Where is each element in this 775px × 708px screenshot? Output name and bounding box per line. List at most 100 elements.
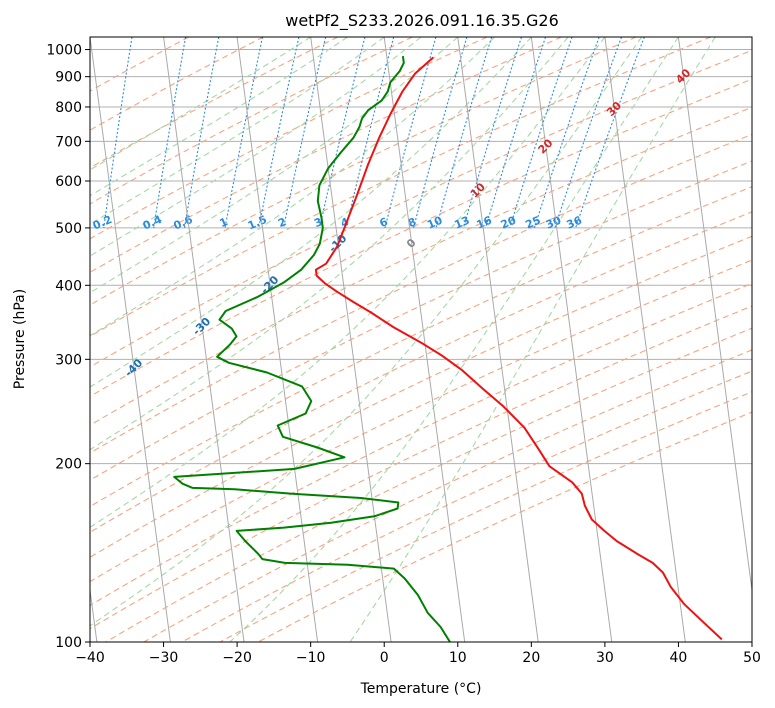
dry-adiabat — [105, 327, 752, 642]
y-tick-label: 1000 — [46, 43, 82, 59]
x-tick-label: −10 — [296, 650, 326, 666]
dry-adiabat — [90, 235, 752, 558]
y-tick-label: 100 — [55, 635, 82, 651]
dry-adiabat — [90, 37, 264, 131]
y-tick-label: 500 — [55, 221, 82, 237]
dry-adiabat — [90, 305, 752, 630]
isotherm-label: -60 — [0, 439, 10, 462]
isotherm-line — [90, 586, 98, 642]
plot-area: 0.10.20.40.611.52346810131620253036-100-… — [0, 37, 752, 642]
moist-adiabat — [229, 37, 679, 642]
chart-title: wetPf2_S233.2026.091.16.35.G26 — [285, 11, 559, 31]
y-tick-label: 800 — [55, 100, 82, 116]
dry-adiabat — [90, 133, 752, 454]
dry-adiabat — [90, 37, 637, 306]
y-tick-label: 200 — [55, 457, 82, 473]
axes: −40 −30 −20 −10 0 10 20 30 40 5010009008007006005… — [46, 36, 761, 666]
mixing-ratio-line — [435, 37, 493, 229]
x-tick-label: −20 — [222, 650, 252, 666]
mixing-ratio-line — [384, 37, 437, 229]
mixing-ratio-line — [224, 37, 264, 229]
y-tick-label: 700 — [55, 134, 82, 150]
x-tick-label: 50 — [743, 650, 761, 666]
x-tick-label: 40 — [670, 650, 688, 666]
y-axis-label: Pressure (hPa) — [12, 289, 28, 389]
y-tick-label: 600 — [55, 174, 82, 190]
mixing-ratio-label: 13 — [452, 214, 471, 232]
x-tick-label: 10 — [449, 650, 467, 666]
dry-adiabat — [90, 37, 488, 240]
dry-adiabat — [257, 411, 752, 642]
mixing-ratio-line — [183, 37, 220, 228]
dry-adiabat — [90, 37, 712, 338]
moist-adiabat — [90, 37, 495, 337]
moist-adiabat — [90, 37, 569, 451]
mixing-ratio-line — [153, 37, 187, 228]
isotherm-line — [751, 37, 752, 41]
mixing-ratio-line — [533, 37, 600, 229]
x-tick-label: 30 — [596, 650, 614, 666]
mixing-ratio-line — [412, 37, 468, 229]
temperature-profile-line — [314, 56, 723, 641]
isotherm-line — [604, 37, 686, 642]
isotherm-line — [457, 37, 539, 642]
dry-adiabat — [90, 160, 752, 481]
isotherm-line — [530, 37, 613, 642]
mixing-ratio-line — [258, 37, 300, 229]
dry-adiabat — [90, 186, 752, 508]
isotherm-line — [310, 37, 392, 642]
dry-adiabat — [90, 259, 752, 583]
isotherm-label: -50 — [54, 398, 77, 421]
dry-adiabat — [90, 37, 562, 273]
isotherm-label: 20 — [536, 136, 556, 156]
dewpoint-profile-line — [173, 55, 451, 642]
dry-adiabat — [90, 211, 752, 533]
mixing-ratio-line — [345, 37, 395, 229]
dry-adiabat — [90, 78, 752, 398]
isotherm-label: 30 — [604, 99, 624, 119]
dry-adiabat — [181, 370, 752, 642]
mixing-ratio-label: 25 — [523, 214, 542, 232]
isotherm-line — [383, 37, 466, 642]
moist-adiabat — [349, 37, 716, 642]
y-tick-label: 300 — [55, 352, 82, 368]
isotherm-line — [677, 37, 752, 594]
mixing-ratio-label: 20 — [499, 214, 518, 232]
mixing-ratio-label: 1.5 — [246, 213, 269, 233]
isotherm-label: 0 — [404, 236, 419, 251]
moist-adiabat — [90, 37, 311, 171]
mixing-ratio-line — [554, 37, 623, 229]
x-tick-label: 0 — [380, 650, 389, 666]
mixing-ratio-label: 0.4 — [141, 213, 164, 233]
mixing-ratio-line — [575, 37, 645, 229]
moist-adiabat — [90, 37, 459, 294]
mixing-ratio-line — [57, 37, 82, 228]
mixing-ratio-line — [484, 37, 547, 229]
mixing-ratio-line — [103, 37, 133, 228]
dry-adiabat — [90, 37, 339, 169]
x-axis-label: Temperature (°C) — [360, 681, 482, 697]
isotherm-label: -30 — [190, 315, 213, 338]
dry-adiabat — [90, 282, 752, 607]
y-tick-label: 900 — [55, 70, 82, 86]
isotherm-label: 10 — [468, 180, 488, 200]
dry-adiabat — [219, 391, 752, 642]
mixing-ratio-label: 30 — [544, 214, 563, 232]
moist-adiabat — [90, 37, 385, 225]
plot-frame — [89, 36, 753, 643]
mixing-ratio-label: 0.2 — [91, 213, 114, 233]
isotherm-line — [236, 37, 319, 642]
moist-adiabat — [90, 37, 532, 388]
moist-adiabat — [90, 37, 422, 257]
isotherm-line — [90, 37, 171, 642]
mixing-ratio-label: 10 — [425, 214, 444, 232]
moist-adiabat — [90, 37, 348, 197]
isotherm-label: 40 — [673, 66, 693, 86]
dry-adiabat — [143, 349, 752, 642]
mixing-ratio-line — [282, 37, 327, 229]
isotherm-line — [163, 37, 245, 642]
x-tick-label: −40 — [75, 650, 105, 666]
dry-adiabat — [90, 49, 752, 368]
moist-adiabat — [90, 37, 606, 528]
x-tick-label: 20 — [522, 650, 540, 666]
